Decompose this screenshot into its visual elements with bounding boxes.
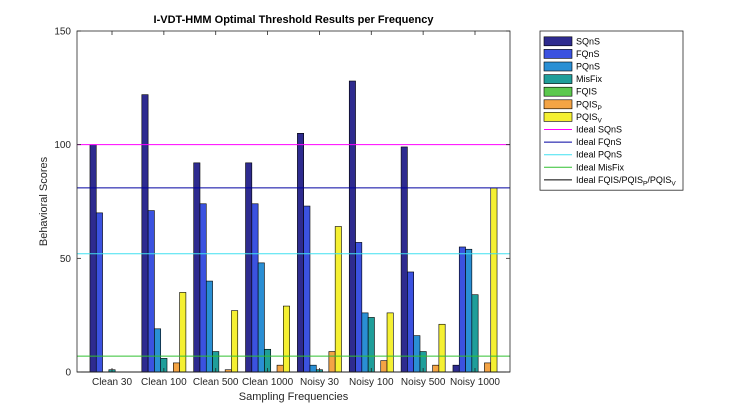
y-tick-label: 100 xyxy=(54,140,71,151)
x-tick-label: Noisy 30 xyxy=(300,377,339,388)
x-tick-label: Clean 30 xyxy=(92,377,132,388)
chart-title: I-VDT-HMM Optimal Threshold Results per … xyxy=(154,14,435,26)
bar-misfix-5 xyxy=(367,317,375,373)
legend-swatch xyxy=(543,99,573,110)
x-tick-label: Clean 1000 xyxy=(242,377,294,388)
bar-sqns-5 xyxy=(348,80,356,373)
bar-pqns-4 xyxy=(309,364,317,373)
bar-pqis-p-5 xyxy=(380,360,388,373)
legend-swatch xyxy=(543,36,573,47)
legend-swatch xyxy=(543,49,573,59)
legend-swatch xyxy=(543,74,573,84)
bar-pqis-p-4 xyxy=(328,351,336,373)
bar-pqns-5 xyxy=(361,312,369,373)
x-tick-label: Noisy 1000 xyxy=(450,377,500,388)
bar-pqis-v-4 xyxy=(334,226,342,373)
bar-pqis-p-1 xyxy=(173,362,180,373)
bar-pqis-v-2 xyxy=(231,310,239,373)
bar-sqns-0 xyxy=(89,144,97,373)
bar-pqns-7 xyxy=(465,248,473,373)
x-axis-title: Sampling Frequencies xyxy=(239,391,349,403)
bar-fqns-0 xyxy=(95,212,103,373)
bar-pqis-p-7 xyxy=(484,362,492,373)
bar-sqns-3 xyxy=(245,162,253,373)
legend-swatch xyxy=(543,86,573,97)
legend-swatch xyxy=(543,61,573,72)
bar-sqns-6 xyxy=(400,146,408,373)
bar-sqns-4 xyxy=(297,133,304,373)
axes-layer: 0 50 100 150 Clean 30 Clean 100 Clean 500 Clean… xyxy=(54,27,510,388)
bar-pqis-v-5 xyxy=(386,312,394,373)
y-tick-label: 0 xyxy=(65,368,71,379)
legend-label: Ideal SQnS xyxy=(576,125,622,135)
bar-fqns-5 xyxy=(355,242,363,373)
legend-label: Ideal FQIS/PQISP/PQISV xyxy=(576,175,676,188)
bar-sqns-2 xyxy=(193,162,201,373)
bar-fqns-6 xyxy=(407,271,414,373)
x-tick-label: Clean 500 xyxy=(193,377,239,388)
bar-fqns-4 xyxy=(303,205,311,373)
x-tick-label: Noisy 100 xyxy=(349,377,394,388)
bar-fqns-1 xyxy=(147,210,155,373)
bar-fqns-2 xyxy=(199,203,207,373)
legend-label: MisFix xyxy=(576,74,602,84)
bar-sqns-7 xyxy=(452,364,460,373)
bar-pqns-6 xyxy=(413,335,421,373)
legend-label: PQISP xyxy=(576,99,602,112)
bar-sqns-1 xyxy=(141,94,149,373)
legend-label: PQnS xyxy=(576,62,600,72)
legend-swatch xyxy=(543,112,573,122)
bar-pqis-v-3 xyxy=(283,305,290,373)
legend-label: FQIS xyxy=(576,87,597,97)
bar-pqis-v-7 xyxy=(490,187,498,373)
y-tick-label: 150 xyxy=(54,27,71,38)
legend-label: SQnS xyxy=(576,36,600,46)
bar-pqns-1 xyxy=(154,328,162,373)
legend-label: Ideal PQnS xyxy=(576,150,622,160)
bar-pqis-p-3 xyxy=(276,364,284,373)
bar-pqis-v-6 xyxy=(438,323,446,373)
bar-misfix-7 xyxy=(471,294,479,373)
bar-pqns-2 xyxy=(205,280,213,373)
legend-label: PQISV xyxy=(576,112,603,125)
bar-pqis-p-6 xyxy=(432,364,440,373)
x-tick-label: Noisy 500 xyxy=(401,377,446,388)
y-axis-title: Behavioral Scores xyxy=(38,156,50,246)
plot-frame xyxy=(76,30,511,373)
bar-fqns-3 xyxy=(251,203,259,373)
bar-pqis-v-1 xyxy=(179,292,187,373)
bar-fqns-7 xyxy=(458,246,466,373)
y-tick-label: 50 xyxy=(60,254,72,265)
legend-label: Ideal FQnS xyxy=(576,137,622,147)
legend-label: Ideal MisFix xyxy=(576,162,625,172)
x-tick-label: Clean 100 xyxy=(141,377,187,388)
legend-label: FQnS xyxy=(576,49,600,59)
